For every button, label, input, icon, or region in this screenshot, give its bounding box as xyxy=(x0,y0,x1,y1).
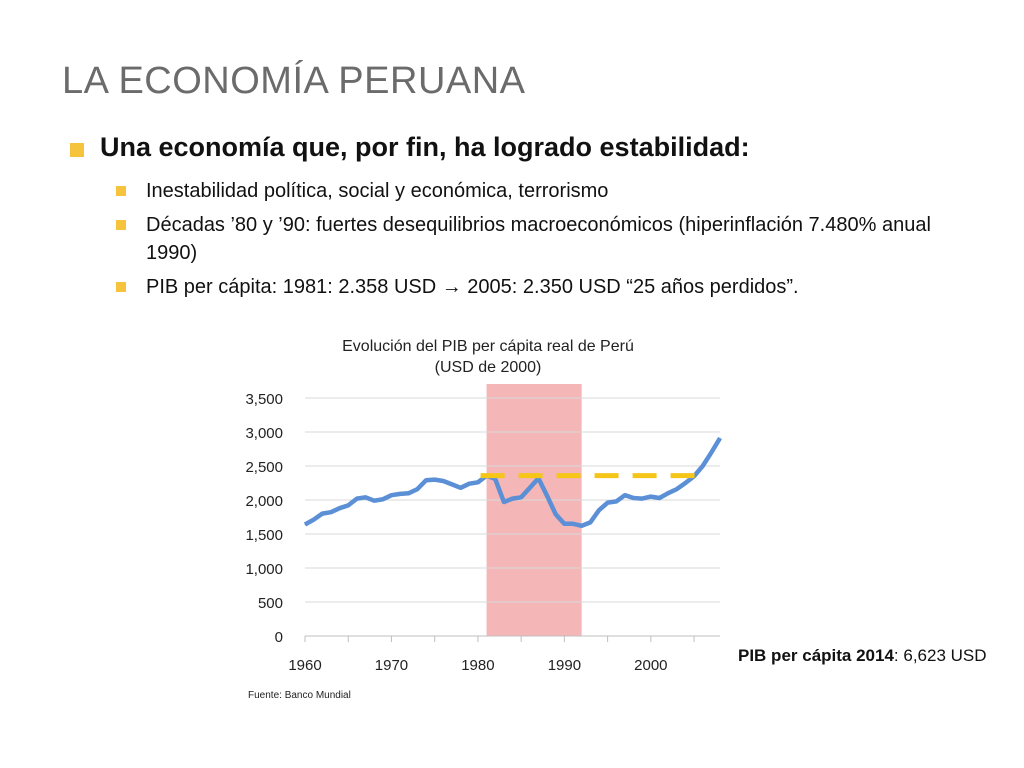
data-point xyxy=(589,521,591,523)
x-tick-label: 1990 xyxy=(548,657,581,674)
data-point xyxy=(676,488,678,490)
data-point xyxy=(408,492,410,494)
x-tick-label: 1960 xyxy=(288,657,321,674)
data-point xyxy=(365,496,367,498)
data-point xyxy=(633,497,635,499)
data-point xyxy=(658,497,660,499)
sub-bullet-text: Inestabilidad política, social y económi… xyxy=(146,180,609,202)
main-bullet-text: Una economía que, por fin, ha logrado es… xyxy=(100,132,750,162)
data-point xyxy=(442,480,444,482)
x-tick-label: 2000 xyxy=(634,657,667,674)
data-point xyxy=(684,482,686,484)
x-tick-label: 1980 xyxy=(461,657,494,674)
sub-bullet: PIB per cápita: 1981: 2.358 USD → 2005: … xyxy=(70,273,970,301)
sub-bullet-text: Décadas ’80 y ’90: fuertes desequilibrio… xyxy=(146,214,931,264)
data-point xyxy=(390,494,392,496)
data-point xyxy=(503,501,505,503)
data-point xyxy=(304,523,306,525)
data-point xyxy=(339,507,341,509)
data-point xyxy=(460,487,462,489)
data-point xyxy=(468,483,470,485)
data-point xyxy=(434,479,436,481)
y-tick-label: 2,500 xyxy=(245,459,283,476)
bullet-list: Una economía que, por fin, ha logrado es… xyxy=(70,132,970,307)
data-point xyxy=(313,519,315,521)
data-point xyxy=(425,479,427,481)
y-tick-label: 1,500 xyxy=(245,527,283,544)
sub-bullet: Décadas ’80 y ’90: fuertes desequilibrio… xyxy=(70,211,970,267)
y-tick-label: 2,000 xyxy=(245,493,283,510)
data-point xyxy=(572,523,574,525)
y-tick-label: 0 xyxy=(275,629,283,646)
data-point xyxy=(382,498,384,500)
data-point xyxy=(555,513,557,515)
side-note-value: : 6,623 USD xyxy=(893,646,987,665)
source-note: Fuente: Banco Mundial xyxy=(248,690,351,701)
data-point xyxy=(710,451,712,453)
data-point xyxy=(330,511,332,513)
data-point xyxy=(624,494,626,496)
y-tick-label: 3,500 xyxy=(245,391,283,408)
chart-title-block: Evolución del PIB per cápita real de Per… xyxy=(288,336,688,378)
chart-subtitle: (USD de 2000) xyxy=(434,359,542,376)
side-note: PIB per cápita 2014: 6,623 USD xyxy=(738,646,987,666)
data-point xyxy=(520,496,522,498)
data-point xyxy=(373,500,375,502)
bullet-square-icon xyxy=(116,186,126,196)
data-point xyxy=(416,488,418,490)
y-tick-label: 1,000 xyxy=(245,561,283,578)
data-point xyxy=(494,478,496,480)
data-point xyxy=(607,502,609,504)
sub-bullet: Inestabilidad política, social y económi… xyxy=(70,177,970,205)
data-point xyxy=(451,483,453,485)
data-point xyxy=(615,500,617,502)
data-point xyxy=(477,481,479,483)
data-point xyxy=(512,498,513,500)
data-point xyxy=(641,498,643,500)
data-point xyxy=(650,496,652,498)
data-point xyxy=(321,513,323,515)
bullet-square-icon xyxy=(116,220,126,230)
main-bullet: Una economía que, por fin, ha logrado es… xyxy=(70,132,970,163)
bullet-square-icon xyxy=(116,282,126,292)
data-point xyxy=(347,504,349,506)
data-point xyxy=(667,492,669,494)
y-tick-label: 3,000 xyxy=(245,425,283,442)
data-point xyxy=(399,493,401,495)
data-point xyxy=(529,487,531,489)
side-note-label: PIB per cápita 2014 xyxy=(738,646,894,665)
slide-title: LA ECONOMÍA PERUANA xyxy=(62,60,526,102)
y-tick-label: 500 xyxy=(258,595,283,612)
data-point xyxy=(719,437,721,439)
bullet-square-icon xyxy=(70,143,84,157)
data-point xyxy=(546,495,548,497)
data-point xyxy=(702,465,704,467)
sub-bullet-text: PIB per cápita: 1981: 2.358 USD → 2005: … xyxy=(146,276,799,298)
data-point xyxy=(598,509,600,511)
data-point xyxy=(563,523,565,525)
data-point xyxy=(581,525,583,527)
highlight-band xyxy=(486,384,582,636)
data-point xyxy=(356,498,358,500)
x-tick-label: 1970 xyxy=(375,657,408,674)
chart-title: Evolución del PIB per cápita real de Per… xyxy=(342,338,634,355)
